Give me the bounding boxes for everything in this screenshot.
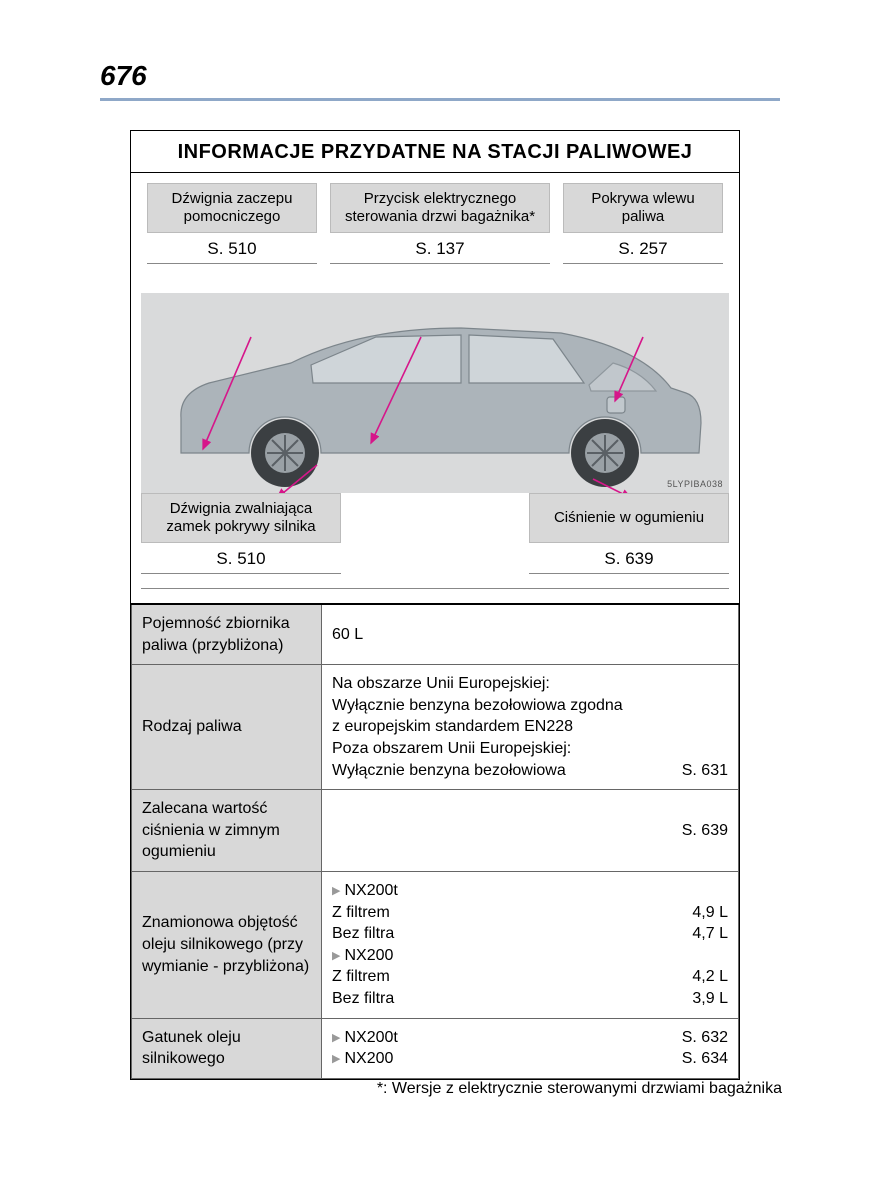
table-row: Rodzaj paliwaNa obszarze Unii Europejski…: [132, 665, 739, 790]
page-ref: S. 510: [147, 233, 317, 264]
page-ref: S. 137: [330, 233, 550, 264]
value-line: z europejskim standardem EN228: [332, 716, 728, 738]
value-line: NX200: [332, 945, 728, 967]
spec-table: Pojemność zbiornika paliwa (przybliżona)…: [131, 603, 739, 1079]
spec-label: Gatunek oleju silnikowego: [132, 1018, 322, 1078]
table-row: Znamionowa objętość oleju silnikowego (p…: [132, 871, 739, 1018]
page-ref: S. 257: [563, 233, 723, 264]
value-line: NX200tS. 632: [332, 1027, 728, 1049]
value-line: NX200t: [332, 880, 728, 902]
top-page-refs: S. 510 S. 137 S. 257: [141, 233, 729, 264]
spec-label: Rodzaj paliwa: [132, 665, 322, 790]
table-row: Pojemność zbiornika paliwa (przybliżona)…: [132, 604, 739, 665]
spec-label: Zalecana wartość ciśnienia w zimnym ogum…: [132, 790, 322, 872]
vehicle-illustration: 5LYPIBA038: [141, 293, 729, 493]
divider-rule: [141, 588, 729, 589]
vehicle-svg: [141, 293, 729, 493]
bottom-page-refs: S. 510 S. 639: [141, 543, 729, 574]
value-line: Na obszarze Unii Europejskiej:: [332, 673, 728, 695]
value-line: Wyłącznie benzyna bezołowiowa zgodna: [332, 695, 728, 717]
value-line: S. 639: [332, 820, 728, 842]
value-line: Bez filtra4,7 L: [332, 923, 728, 945]
value-line: Poza obszarem Unii Europejskiej:: [332, 738, 728, 760]
header-rule: [100, 98, 780, 101]
page-ref: S. 639: [529, 543, 729, 574]
spec-value: Na obszarze Unii Europejskiej:Wyłącznie …: [322, 665, 739, 790]
value-line: 60 L: [332, 624, 728, 646]
value-line: Bez filtra3,9 L: [332, 988, 728, 1010]
spec-value: NX200tS. 632NX200S. 634: [322, 1018, 739, 1078]
spec-label: Pojemność zbiornika paliwa (przybliżona): [132, 604, 322, 665]
value-line: Wyłącznie benzyna bezołowiowaS. 631: [332, 760, 728, 782]
main-info-box: INFORMACJE PRZYDATNE NA STACJI PALIWOWEJ…: [130, 130, 740, 1080]
callout-aux-latch: Dźwignia zaczepu pomocniczego: [147, 183, 317, 233]
value-line: NX200S. 634: [332, 1048, 728, 1070]
top-callouts-row: Dźwignia zaczepu pomocniczego Przycisk e…: [141, 183, 729, 233]
page-ref: S. 510: [141, 543, 341, 574]
callout-tire-pressure: Ciśnienie w ogumieniu: [529, 493, 729, 543]
table-row: Gatunek oleju silnikowegoNX200tS. 632NX2…: [132, 1018, 739, 1078]
diagram-area: Dźwignia zaczepu pomocniczego Przycisk e…: [131, 173, 739, 603]
callout-trunk-button: Przycisk elektrycznego sterowania drzwi …: [330, 183, 550, 233]
callout-hood-release: Dźwignia zwalniająca zamek pokrywy silni…: [141, 493, 341, 543]
section-title: INFORMACJE PRZYDATNE NA STACJI PALIWOWEJ: [131, 131, 739, 173]
table-row: Zalecana wartość ciśnienia w zimnym ogum…: [132, 790, 739, 872]
bottom-callouts-row: Dźwignia zwalniająca zamek pokrywy silni…: [141, 493, 729, 543]
value-line: Z filtrem4,9 L: [332, 902, 728, 924]
spec-label: Znamionowa objętość oleju silnikowego (p…: [132, 871, 322, 1018]
value-line: Z filtrem4,2 L: [332, 966, 728, 988]
spec-value: 60 L: [322, 604, 739, 665]
spec-value: S. 639: [322, 790, 739, 872]
spec-value: NX200tZ filtrem4,9 LBez filtra4,7 LNX200…: [322, 871, 739, 1018]
callout-fuel-cap: Pokrywa wlewu paliwa: [563, 183, 723, 233]
image-code: 5LYPIBA038: [667, 479, 723, 489]
footnote: *: Wersje z elektrycznie sterowanymi drz…: [377, 1080, 782, 1098]
page-number: 676: [100, 60, 147, 92]
